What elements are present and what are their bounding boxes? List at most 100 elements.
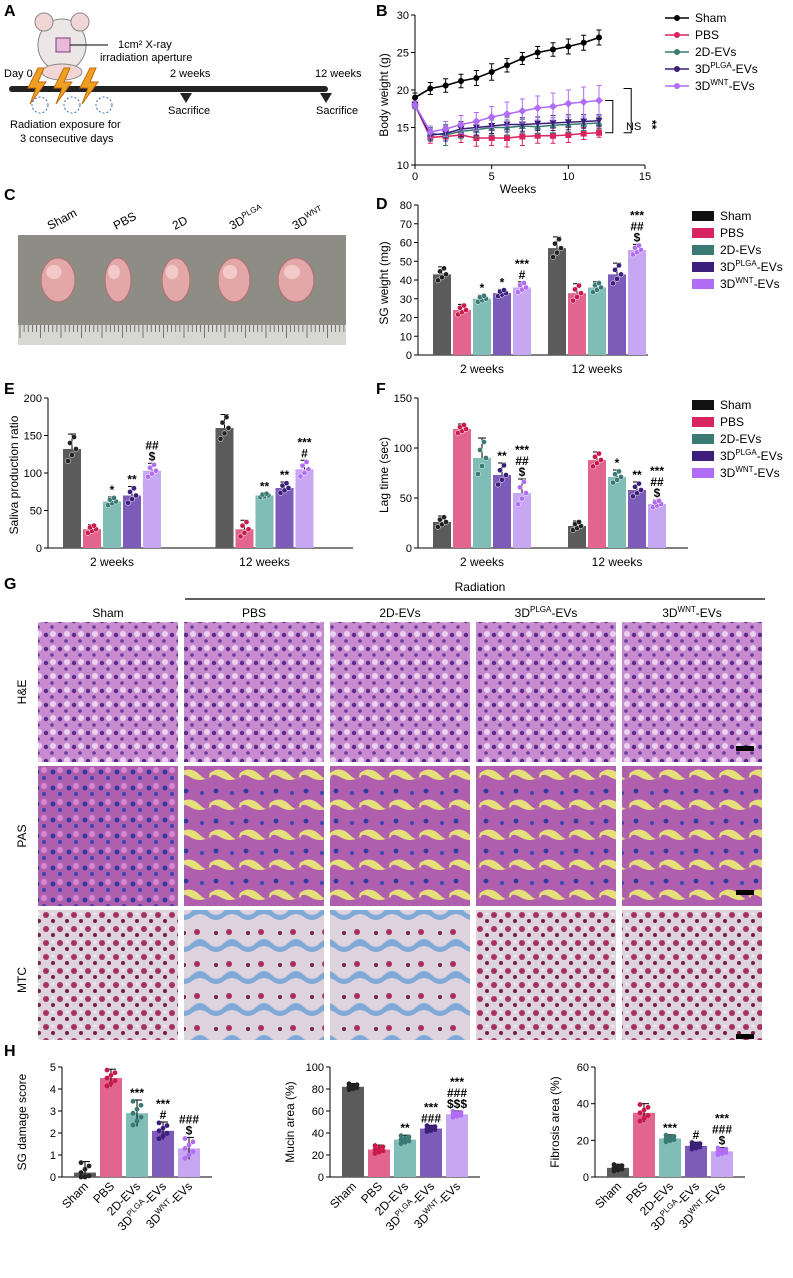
data-point — [612, 471, 618, 478]
data-point — [616, 262, 622, 269]
data-point — [112, 1078, 118, 1084]
data-point — [611, 1162, 617, 1167]
data-point — [127, 489, 133, 495]
data-point — [523, 490, 529, 496]
histology-image — [184, 910, 324, 1050]
bar — [659, 1138, 681, 1177]
histology-column-header: 2D-EVs — [379, 606, 420, 620]
significance-mark: * — [615, 456, 620, 470]
gland-highlight — [222, 265, 238, 279]
legend-swatch — [692, 400, 714, 410]
legend-marker — [674, 49, 680, 55]
panel-h-letter: H — [4, 1043, 16, 1060]
data-point — [550, 46, 556, 53]
y-tick-label: 50 — [400, 493, 412, 505]
y-tick-label: 30 — [397, 10, 409, 22]
data-point — [534, 132, 541, 139]
panel-f: F Lag time (sec) 0 50 100 150 2 weeks ** *** ##… — [370, 380, 790, 575]
data-point — [245, 526, 252, 533]
data-point — [636, 480, 642, 487]
aperture-line2: irradiation aperture — [100, 52, 192, 64]
histology-column-header: PBS — [242, 606, 266, 620]
data-point — [443, 271, 449, 278]
histology-image — [476, 766, 616, 906]
scale-bar — [736, 746, 754, 751]
photo-label-sup: PLGA — [240, 202, 264, 220]
x-category-label: 12 weeks — [239, 555, 290, 569]
panel-e-chart: E Saliva production ratio 0 50 100 150 200 2 … — [4, 381, 353, 569]
data-point — [426, 128, 435, 136]
h-category-label: Sham — [592, 1179, 624, 1211]
data-point — [461, 422, 467, 428]
significance-mark: * — [500, 275, 505, 289]
legend-label: 3DPLGA-EVs — [720, 448, 783, 463]
data-point — [243, 519, 250, 525]
gland-highlight — [46, 265, 62, 279]
data-point — [71, 434, 77, 440]
data-point — [398, 1137, 404, 1142]
data-point — [645, 1104, 651, 1110]
data-point — [521, 478, 527, 485]
bar — [548, 248, 566, 355]
legend-label-sup: PLGA — [735, 259, 757, 268]
data-point — [689, 1146, 695, 1152]
bar — [473, 458, 491, 548]
data-point — [715, 1145, 721, 1151]
photo-label-base: 2D — [170, 213, 190, 233]
legend-label: 3DWNT-EVs — [695, 78, 755, 93]
bar — [103, 501, 121, 548]
significance-mark: *** — [650, 464, 664, 478]
y-tick-label: 50 — [30, 506, 42, 518]
y-tick-label: 25 — [397, 48, 409, 60]
data-point — [406, 1138, 412, 1144]
legend-label-base: Sham — [720, 209, 751, 223]
data-point — [598, 457, 604, 463]
data-point — [612, 267, 618, 273]
photo-label-base: 3D — [290, 213, 310, 233]
data-point — [576, 519, 582, 525]
panel-e-ylabel: Saliva production ratio — [7, 415, 21, 534]
bar — [100, 1078, 122, 1177]
data-point — [82, 1166, 88, 1172]
bar — [588, 460, 606, 548]
data-point — [614, 476, 620, 483]
legend-label: 3DPLGA-EVs — [695, 61, 758, 76]
data-point — [223, 414, 230, 421]
data-point — [130, 1122, 136, 1128]
photo-label: 3DWNT — [289, 204, 326, 233]
data-point — [82, 1174, 88, 1180]
data-point — [439, 274, 445, 281]
data-point — [239, 522, 246, 529]
legend-swatch — [692, 434, 714, 444]
data-point — [715, 1152, 721, 1158]
data-point — [723, 1150, 729, 1155]
legend-swatch — [692, 279, 714, 289]
data-point — [570, 297, 576, 304]
h-chart-ylabel: Fibrosis area (%) — [548, 1076, 562, 1167]
histology-image — [622, 622, 762, 762]
data-point — [147, 464, 153, 471]
panel-b: B Body weight (g) Weeks NS ** 10 15 20 25 30… — [370, 0, 790, 196]
legend-label: 2D-EVs — [720, 243, 761, 257]
radiation-icon — [31, 96, 113, 114]
data-point — [637, 1102, 643, 1107]
data-point — [477, 447, 483, 453]
h-category-label: Sham — [327, 1179, 359, 1211]
data-point — [641, 1107, 647, 1113]
data-point — [667, 1138, 673, 1144]
data-point — [131, 485, 137, 492]
data-point — [610, 280, 616, 287]
exposure-line1: Radiation exposure for — [10, 119, 121, 131]
data-point — [697, 1144, 703, 1150]
data-point — [719, 1147, 725, 1153]
bar — [473, 298, 491, 355]
data-point — [398, 1141, 404, 1146]
bar — [342, 1086, 364, 1177]
data-point — [564, 119, 572, 126]
legend-swatch — [692, 245, 714, 255]
panel-b-ylabel: Body weight (g) — [377, 53, 391, 136]
data-point — [285, 485, 292, 491]
panel-b-xlabel: Weeks — [500, 182, 536, 195]
histology-image — [38, 622, 178, 762]
data-point — [596, 450, 602, 457]
